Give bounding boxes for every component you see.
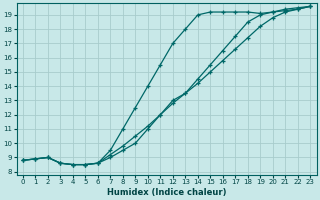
X-axis label: Humidex (Indice chaleur): Humidex (Indice chaleur) xyxy=(107,188,226,197)
